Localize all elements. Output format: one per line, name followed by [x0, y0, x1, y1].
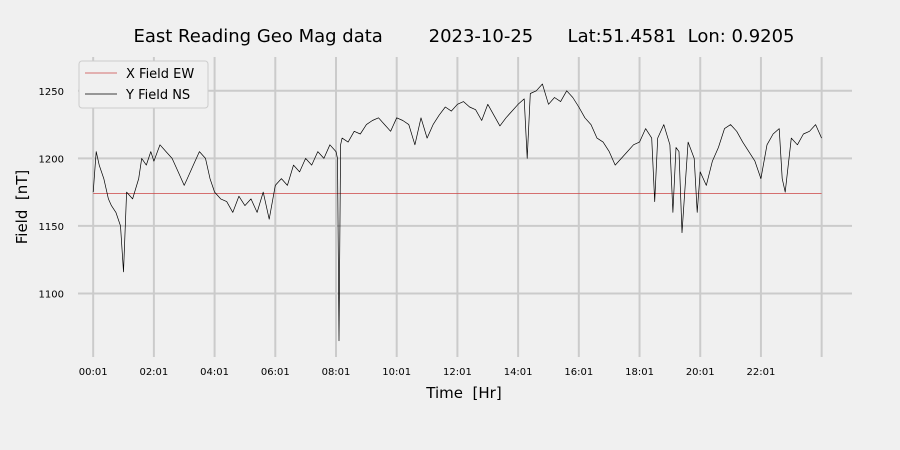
legend-label-y-field: Y Field NS: [125, 88, 190, 103]
legend: X Field EW Y Field NS: [78, 60, 209, 109]
y-axis-ticks: 1100 1150 1200 1250: [39, 87, 64, 301]
x-axis-label: Time [Hr]: [425, 384, 501, 402]
y-tick-label: 1250: [39, 87, 64, 98]
series-line-y-field: [92, 83, 822, 342]
x-tick-label: 22:01: [747, 367, 776, 378]
legend-label-x-field: X Field EW: [126, 67, 194, 82]
x-axis-ticks: 00:01 02:01 04:01 06:01 08:01 10:01 12:01 14:01…: [79, 367, 776, 378]
x-tick-label: 04:01: [200, 367, 229, 378]
x-tick-label: 00:01: [79, 367, 108, 378]
y-tick-label: 1100: [39, 289, 64, 300]
x-tick-label: 14:01: [504, 367, 533, 378]
y-axis-label: Field [nT]: [13, 170, 31, 245]
x-tick-label: 02:01: [139, 367, 168, 378]
x-tick-label: 08:01: [322, 367, 351, 378]
x-tick-label: 06:01: [261, 367, 290, 378]
x-tick-label: 16:01: [564, 367, 593, 378]
x-tick-label: 12:01: [443, 367, 472, 378]
grid: [78, 57, 852, 357]
y-tick-label: 1200: [39, 154, 64, 165]
chart-title: East Reading Geo Mag data 2023-10-25 Lat…: [133, 26, 794, 47]
plot-area: [92, 83, 822, 342]
y-tick-label: 1150: [39, 222, 64, 233]
x-tick-label: 20:01: [686, 367, 715, 378]
x-tick-label: 10:01: [382, 367, 411, 378]
x-tick-label: 18:01: [625, 367, 654, 378]
